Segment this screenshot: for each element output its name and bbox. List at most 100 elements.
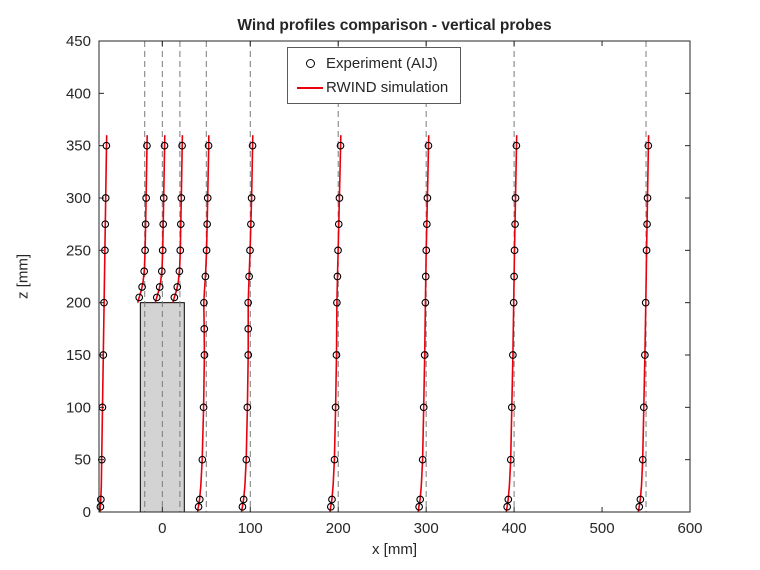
experiment-point — [643, 194, 652, 202]
experiment-point — [636, 495, 645, 504]
simulation-profile-line — [637, 135, 650, 512]
experiment-point — [158, 246, 167, 255]
y-tick-label: 150 — [66, 347, 91, 364]
experiment-point — [101, 220, 110, 229]
experiment-point — [245, 272, 253, 281]
experiment-point — [644, 141, 653, 150]
simulation-profile-line — [240, 135, 254, 512]
legend-label-experiment: Experiment (AIJ) — [326, 55, 438, 72]
experiment-point — [418, 455, 427, 464]
experiment-point — [194, 502, 203, 511]
experiment-point — [420, 351, 429, 359]
experiment-point — [507, 403, 516, 412]
experiment-point — [503, 502, 512, 511]
simulation-profile-line — [99, 135, 108, 512]
y-tick-label: 300 — [66, 190, 91, 207]
experiment-point — [335, 194, 344, 202]
axes-box — [98, 40, 691, 513]
experiment-point — [423, 220, 431, 229]
experiment-point — [195, 495, 204, 504]
experiment-point — [328, 495, 336, 504]
experiment-point — [638, 455, 647, 464]
experiment-point — [142, 194, 150, 202]
experiment-point — [200, 324, 209, 333]
experiment-point — [96, 502, 105, 511]
experiment-point — [334, 220, 343, 229]
simulation-profile-line — [196, 135, 210, 512]
experiment-point — [511, 220, 519, 229]
x-tick-label: 300 — [414, 520, 439, 537]
y-tick-label: 450 — [66, 33, 91, 50]
experiment-point — [199, 403, 208, 412]
experiment-point — [242, 455, 251, 464]
simulation-line-icon — [294, 86, 326, 89]
experiment-point — [334, 246, 342, 255]
experiment-point — [244, 351, 253, 359]
legend-label-simulation: RWIND simulation — [326, 79, 449, 96]
experiment-point — [152, 293, 161, 302]
experiment-point — [177, 194, 186, 202]
experiment-point — [155, 283, 164, 291]
experiment-point — [200, 351, 209, 359]
experiment-point — [642, 246, 651, 255]
experiment-point — [423, 194, 432, 202]
experiment-point — [509, 298, 518, 307]
simulation-profile-line — [154, 135, 166, 303]
experiment-point — [198, 455, 207, 464]
y-tick-label: 50 — [74, 452, 91, 469]
experiment-point — [643, 220, 651, 229]
experiment-point — [246, 246, 254, 255]
experiment-point — [510, 246, 519, 255]
experiment-point — [159, 220, 168, 229]
experiment-point — [419, 403, 428, 412]
experiment-marker-icon — [294, 59, 326, 68]
experiment-point — [176, 220, 185, 229]
experiment-point — [331, 403, 340, 412]
experiment-point — [244, 298, 253, 307]
x-tick-label: 0 — [158, 520, 166, 537]
experiment-point — [639, 403, 648, 412]
experiment-point — [248, 141, 257, 150]
experiment-point — [424, 141, 433, 150]
simulation-profile-line — [505, 135, 518, 512]
experiment-point — [511, 194, 520, 202]
simulation-profile-line — [329, 135, 342, 512]
experiment-point — [96, 495, 105, 504]
experiment-point — [170, 293, 179, 302]
experiment-point — [336, 141, 345, 150]
experiment-point — [641, 351, 649, 359]
experiment-point — [159, 194, 168, 202]
plot-area — [99, 41, 690, 512]
experiment-point — [504, 495, 513, 504]
x-axis-label: x [mm] — [372, 541, 417, 558]
experiment-point — [178, 141, 186, 150]
y-tick-label: 100 — [66, 399, 91, 416]
experiment-point — [175, 267, 184, 276]
experiment-point — [176, 246, 185, 255]
simulation-profile-line — [417, 135, 430, 512]
simulation-profile-line — [136, 135, 148, 303]
experiment-point — [416, 495, 425, 504]
experiment-point — [333, 298, 341, 307]
experiment-point — [239, 495, 248, 504]
legend: Experiment (AIJ) RWIND simulation — [287, 47, 462, 104]
x-tick-label: 200 — [326, 520, 351, 537]
experiment-point — [244, 324, 253, 333]
experiment-point — [141, 220, 150, 229]
x-tick-label: 400 — [502, 520, 527, 537]
y-tick-label: 0 — [83, 504, 91, 521]
experiment-point — [330, 455, 339, 464]
experiment-point — [247, 220, 255, 229]
experiment-point — [641, 298, 650, 307]
experiment-point — [204, 141, 213, 150]
experiment-point — [202, 246, 211, 255]
experiment-point — [421, 272, 430, 281]
experiment-point — [160, 141, 169, 150]
building-block — [139, 302, 185, 513]
simulation-profiles — [99, 135, 650, 512]
experiment-point — [333, 272, 342, 281]
experiment-point — [203, 220, 212, 229]
experiment-point — [635, 502, 644, 511]
